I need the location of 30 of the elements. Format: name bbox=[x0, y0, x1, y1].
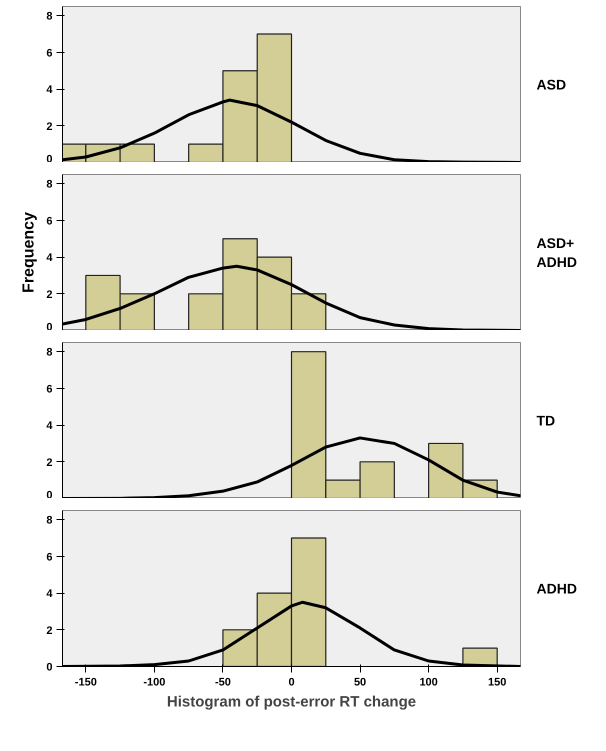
x-tick-label: -100 bbox=[143, 676, 166, 688]
y-tick-label: 4 bbox=[46, 252, 54, 264]
y-axis-title: Frequency bbox=[20, 212, 38, 293]
y-tick-label: 6 bbox=[46, 383, 53, 396]
x-tick-label: -50 bbox=[214, 676, 231, 688]
x-tick-label: 0 bbox=[288, 676, 295, 688]
x-axis-title: Histogram of post-error RT change bbox=[166, 694, 416, 710]
y-tick-label: 6 bbox=[46, 215, 53, 228]
text: ASD bbox=[536, 76, 566, 92]
x-tick-label: -150 bbox=[74, 676, 97, 688]
y-tick-label: 8 bbox=[46, 514, 53, 527]
text: TD bbox=[536, 412, 556, 428]
y-tick-label: 2 bbox=[46, 456, 53, 469]
x-tick-label: 150 bbox=[488, 676, 506, 688]
y-tick-label: 8 bbox=[46, 346, 53, 359]
y-tick-label: 2 bbox=[46, 288, 53, 301]
y-tick-label: 4 bbox=[46, 588, 54, 600]
y-tick-label: 2 bbox=[46, 120, 53, 133]
y-tick-label: 2 bbox=[46, 624, 53, 637]
y-tick-label: 0 bbox=[46, 662, 53, 674]
y-tick-label: 8 bbox=[46, 10, 53, 23]
x-tick-label: 100 bbox=[419, 676, 438, 688]
text: ASD+ ADHD bbox=[536, 234, 577, 270]
y-tick-label: 4 bbox=[46, 84, 54, 96]
y-tick-label: 6 bbox=[46, 551, 53, 564]
y-tick-label: 8 bbox=[46, 178, 53, 191]
x-tick-label: 50 bbox=[354, 676, 366, 688]
text: ADHD bbox=[536, 580, 577, 596]
y-tick-label: 6 bbox=[46, 47, 53, 60]
y-tick-label: 4 bbox=[46, 420, 54, 432]
